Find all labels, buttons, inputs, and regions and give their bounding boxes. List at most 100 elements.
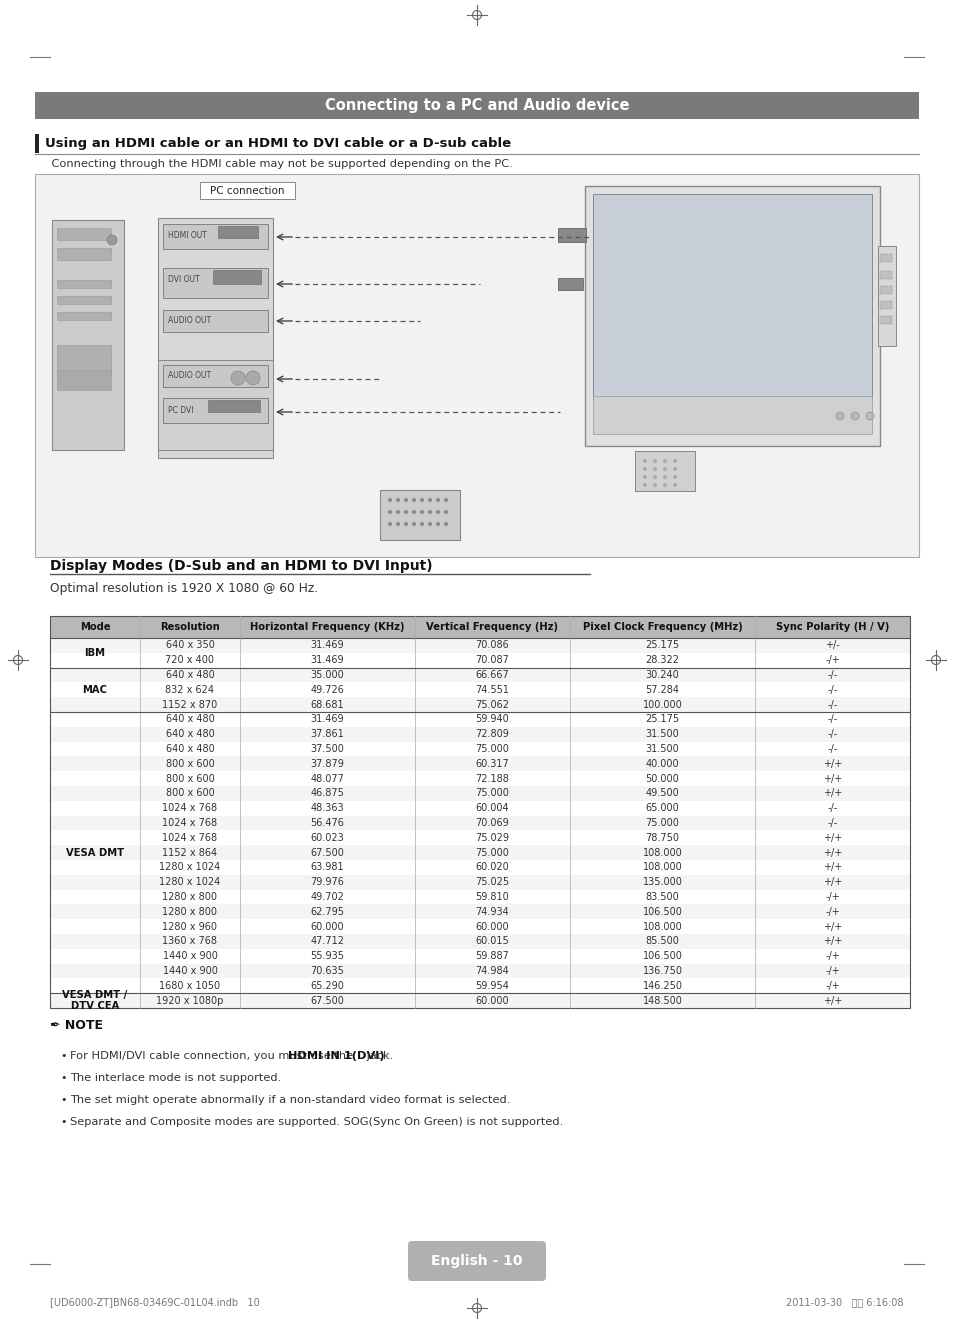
Text: Vertical Frequency (Hz): Vertical Frequency (Hz) bbox=[426, 622, 558, 631]
Text: 60.000: 60.000 bbox=[476, 922, 509, 931]
Circle shape bbox=[652, 483, 657, 487]
Bar bbox=[200, 182, 294, 199]
Text: 1360 x 768: 1360 x 768 bbox=[162, 937, 217, 946]
Text: +/+: +/+ bbox=[822, 789, 841, 798]
Text: 48.077: 48.077 bbox=[311, 774, 344, 783]
Text: +/+: +/+ bbox=[822, 922, 841, 931]
Text: 50.000: 50.000 bbox=[645, 774, 679, 783]
Text: 59.940: 59.940 bbox=[476, 715, 509, 724]
Text: 70.086: 70.086 bbox=[476, 641, 509, 650]
Text: 108.000: 108.000 bbox=[642, 848, 681, 857]
Text: 85.500: 85.500 bbox=[645, 937, 679, 946]
Text: The interlace mode is not supported.: The interlace mode is not supported. bbox=[70, 1073, 281, 1083]
Text: 1280 x 800: 1280 x 800 bbox=[162, 892, 217, 902]
Circle shape bbox=[662, 483, 666, 487]
Circle shape bbox=[652, 468, 657, 472]
Text: 1024 x 768: 1024 x 768 bbox=[162, 832, 217, 843]
Text: 49.500: 49.500 bbox=[645, 789, 679, 798]
Circle shape bbox=[388, 522, 392, 526]
Bar bbox=[35, 174, 918, 557]
Bar bbox=[57, 280, 111, 288]
Bar bbox=[50, 638, 909, 653]
Bar bbox=[50, 831, 909, 845]
Circle shape bbox=[395, 498, 399, 502]
Text: 800 x 600: 800 x 600 bbox=[166, 789, 214, 798]
Text: 48.363: 48.363 bbox=[311, 803, 344, 814]
Text: 1152 x 870: 1152 x 870 bbox=[162, 700, 217, 709]
Text: 135.000: 135.000 bbox=[642, 877, 681, 888]
Text: 59.954: 59.954 bbox=[475, 980, 509, 991]
Bar bbox=[879, 316, 891, 324]
Text: 46.875: 46.875 bbox=[311, 789, 344, 798]
Text: Resolution: Resolution bbox=[160, 622, 219, 631]
Bar bbox=[163, 310, 268, 332]
Text: 63.981: 63.981 bbox=[311, 863, 344, 872]
Text: 60.023: 60.023 bbox=[311, 832, 344, 843]
Text: 31.500: 31.500 bbox=[645, 744, 679, 754]
Text: 78.750: 78.750 bbox=[645, 832, 679, 843]
Bar bbox=[879, 271, 891, 279]
Text: 74.934: 74.934 bbox=[476, 906, 509, 917]
Circle shape bbox=[107, 235, 117, 244]
Text: 640 x 480: 640 x 480 bbox=[166, 744, 214, 754]
Text: 49.702: 49.702 bbox=[311, 892, 344, 902]
Bar bbox=[158, 361, 273, 450]
Circle shape bbox=[403, 498, 408, 502]
Bar bbox=[879, 301, 891, 309]
Circle shape bbox=[850, 412, 858, 420]
Circle shape bbox=[662, 468, 666, 472]
Bar bbox=[50, 697, 909, 712]
Circle shape bbox=[652, 458, 657, 462]
Text: 55.935: 55.935 bbox=[310, 951, 344, 962]
Text: jack.: jack. bbox=[362, 1052, 393, 1061]
Circle shape bbox=[419, 522, 423, 526]
Text: •: • bbox=[60, 1118, 67, 1127]
Text: +/+: +/+ bbox=[822, 758, 841, 769]
Bar bbox=[593, 194, 871, 399]
Circle shape bbox=[436, 510, 439, 514]
Text: 47.712: 47.712 bbox=[310, 937, 344, 946]
Text: For HDMI/DVI cable connection, you must use the: For HDMI/DVI cable connection, you must … bbox=[70, 1052, 356, 1061]
Bar bbox=[50, 801, 909, 815]
Text: -/+: -/+ bbox=[824, 655, 839, 666]
Text: 67.500: 67.500 bbox=[311, 996, 344, 1005]
Text: 68.681: 68.681 bbox=[311, 700, 344, 709]
Text: Connecting to a PC and Audio device: Connecting to a PC and Audio device bbox=[324, 98, 629, 114]
Bar bbox=[50, 616, 909, 638]
Text: 800 x 600: 800 x 600 bbox=[166, 758, 214, 769]
Text: 1280 x 1024: 1280 x 1024 bbox=[159, 877, 220, 888]
Text: 146.250: 146.250 bbox=[641, 980, 681, 991]
Circle shape bbox=[642, 468, 646, 472]
Bar bbox=[50, 683, 909, 697]
Bar bbox=[50, 889, 909, 905]
Bar bbox=[57, 345, 111, 375]
Circle shape bbox=[412, 498, 416, 502]
Text: 74.984: 74.984 bbox=[476, 966, 509, 976]
Text: 74.551: 74.551 bbox=[475, 684, 509, 695]
Text: 148.500: 148.500 bbox=[642, 996, 681, 1005]
Circle shape bbox=[419, 510, 423, 514]
Text: AUDIO OUT: AUDIO OUT bbox=[168, 371, 211, 380]
Circle shape bbox=[419, 498, 423, 502]
Text: -/-: -/- bbox=[826, 744, 837, 754]
Text: 2011-03-30   오후 6:16:08: 2011-03-30 오후 6:16:08 bbox=[785, 1297, 903, 1306]
Bar bbox=[50, 653, 909, 667]
Text: DVI OUT: DVI OUT bbox=[168, 275, 199, 284]
Circle shape bbox=[672, 468, 677, 472]
Text: 65.000: 65.000 bbox=[645, 803, 679, 814]
Text: 31.500: 31.500 bbox=[645, 729, 679, 740]
Text: Optimal resolution is 1920 X 1080 @ 60 Hz.: Optimal resolution is 1920 X 1080 @ 60 H… bbox=[50, 583, 317, 594]
Text: 31.469: 31.469 bbox=[311, 641, 344, 650]
Text: 106.500: 106.500 bbox=[642, 906, 681, 917]
Bar bbox=[50, 860, 909, 875]
Circle shape bbox=[231, 371, 245, 384]
Text: Using an HDMI cable or an HDMI to DVI cable or a D-sub cable: Using an HDMI cable or an HDMI to DVI ca… bbox=[45, 136, 511, 149]
Text: 100.000: 100.000 bbox=[642, 700, 681, 709]
Text: 108.000: 108.000 bbox=[642, 922, 681, 931]
Circle shape bbox=[388, 510, 392, 514]
Text: 37.879: 37.879 bbox=[311, 758, 344, 769]
Text: 1920 x 1080p: 1920 x 1080p bbox=[156, 996, 223, 1005]
Text: MAC: MAC bbox=[82, 684, 108, 695]
Bar bbox=[57, 312, 111, 320]
Text: -/-: -/- bbox=[826, 818, 837, 828]
